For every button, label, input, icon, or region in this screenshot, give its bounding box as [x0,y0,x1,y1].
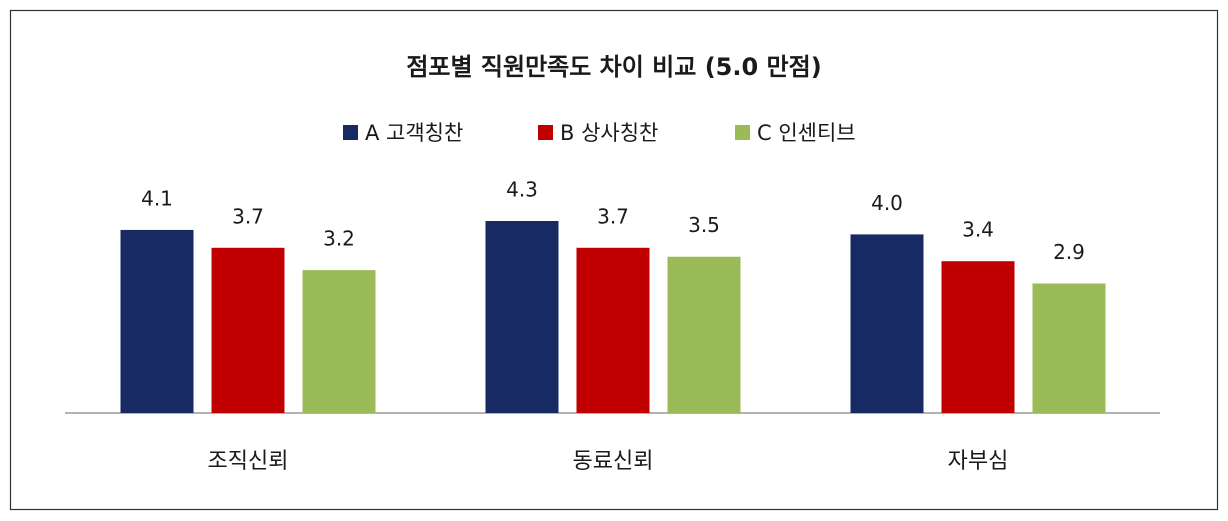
bar [120,229,194,413]
data-label: 3.5 [688,213,720,237]
x-tick-label: 자부심 [948,449,1009,474]
data-label: 3.7 [597,204,629,228]
data-label: 2.9 [1053,240,1085,264]
legend-swatch [538,125,553,140]
data-label: 3.7 [232,204,264,228]
chart-title: 점포별 직원만족도 차이 비교 (5.0 만점) [406,53,821,81]
data-label: 4.0 [871,191,903,215]
bar [667,256,741,413]
legend-label: A 고객칭찬 [365,121,463,145]
data-label: 4.1 [141,186,173,210]
legend-swatch [735,125,750,140]
bar [850,234,924,413]
bar [302,270,376,413]
data-label: 3.4 [962,218,994,242]
bar [576,247,650,413]
data-label: 3.2 [323,227,355,251]
x-tick-label: 조직신뢰 [208,449,289,474]
x-tick-label: 동료신뢰 [573,449,654,474]
bar [1032,283,1106,413]
legend-label: C 인센티브 [757,121,856,145]
bar [941,261,1015,413]
legend-swatch [343,125,358,140]
legend-label: B 상사칭찬 [560,121,658,145]
data-label: 4.3 [506,178,538,202]
bar [485,221,559,413]
bar [211,247,285,413]
